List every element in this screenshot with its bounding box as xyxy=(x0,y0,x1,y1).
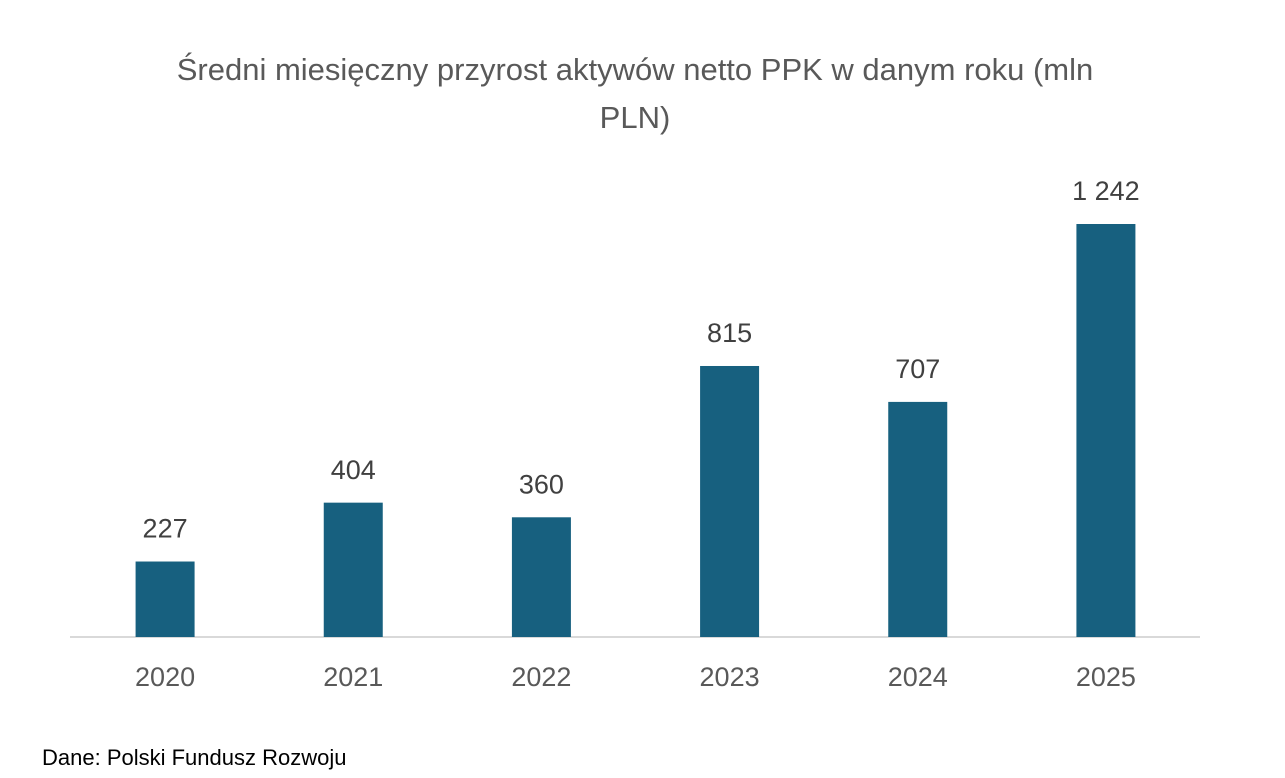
bar xyxy=(888,401,948,637)
data-label: 815 xyxy=(707,318,752,348)
x-tick-label: 2023 xyxy=(700,662,760,692)
data-label: 404 xyxy=(331,455,376,485)
data-label: 707 xyxy=(895,354,940,384)
data-label: 1 242 xyxy=(1072,176,1140,206)
x-tick-label: 2022 xyxy=(511,662,571,692)
bar xyxy=(1076,224,1136,637)
bar xyxy=(323,502,383,637)
source-note: Dane: Polski Fundusz Rozwoju xyxy=(42,745,347,770)
data-label: 360 xyxy=(519,469,564,499)
bar xyxy=(511,517,571,637)
data-label: 227 xyxy=(143,514,188,544)
bar xyxy=(700,365,760,637)
x-tick-label: 2024 xyxy=(888,662,948,692)
x-tick-label: 2025 xyxy=(1076,662,1136,692)
chart-title: Średni miesięczny przyrost aktywów netto… xyxy=(176,52,1094,135)
bar xyxy=(135,561,195,637)
x-tick-label: 2021 xyxy=(323,662,383,692)
x-tick-label: 2020 xyxy=(135,662,195,692)
